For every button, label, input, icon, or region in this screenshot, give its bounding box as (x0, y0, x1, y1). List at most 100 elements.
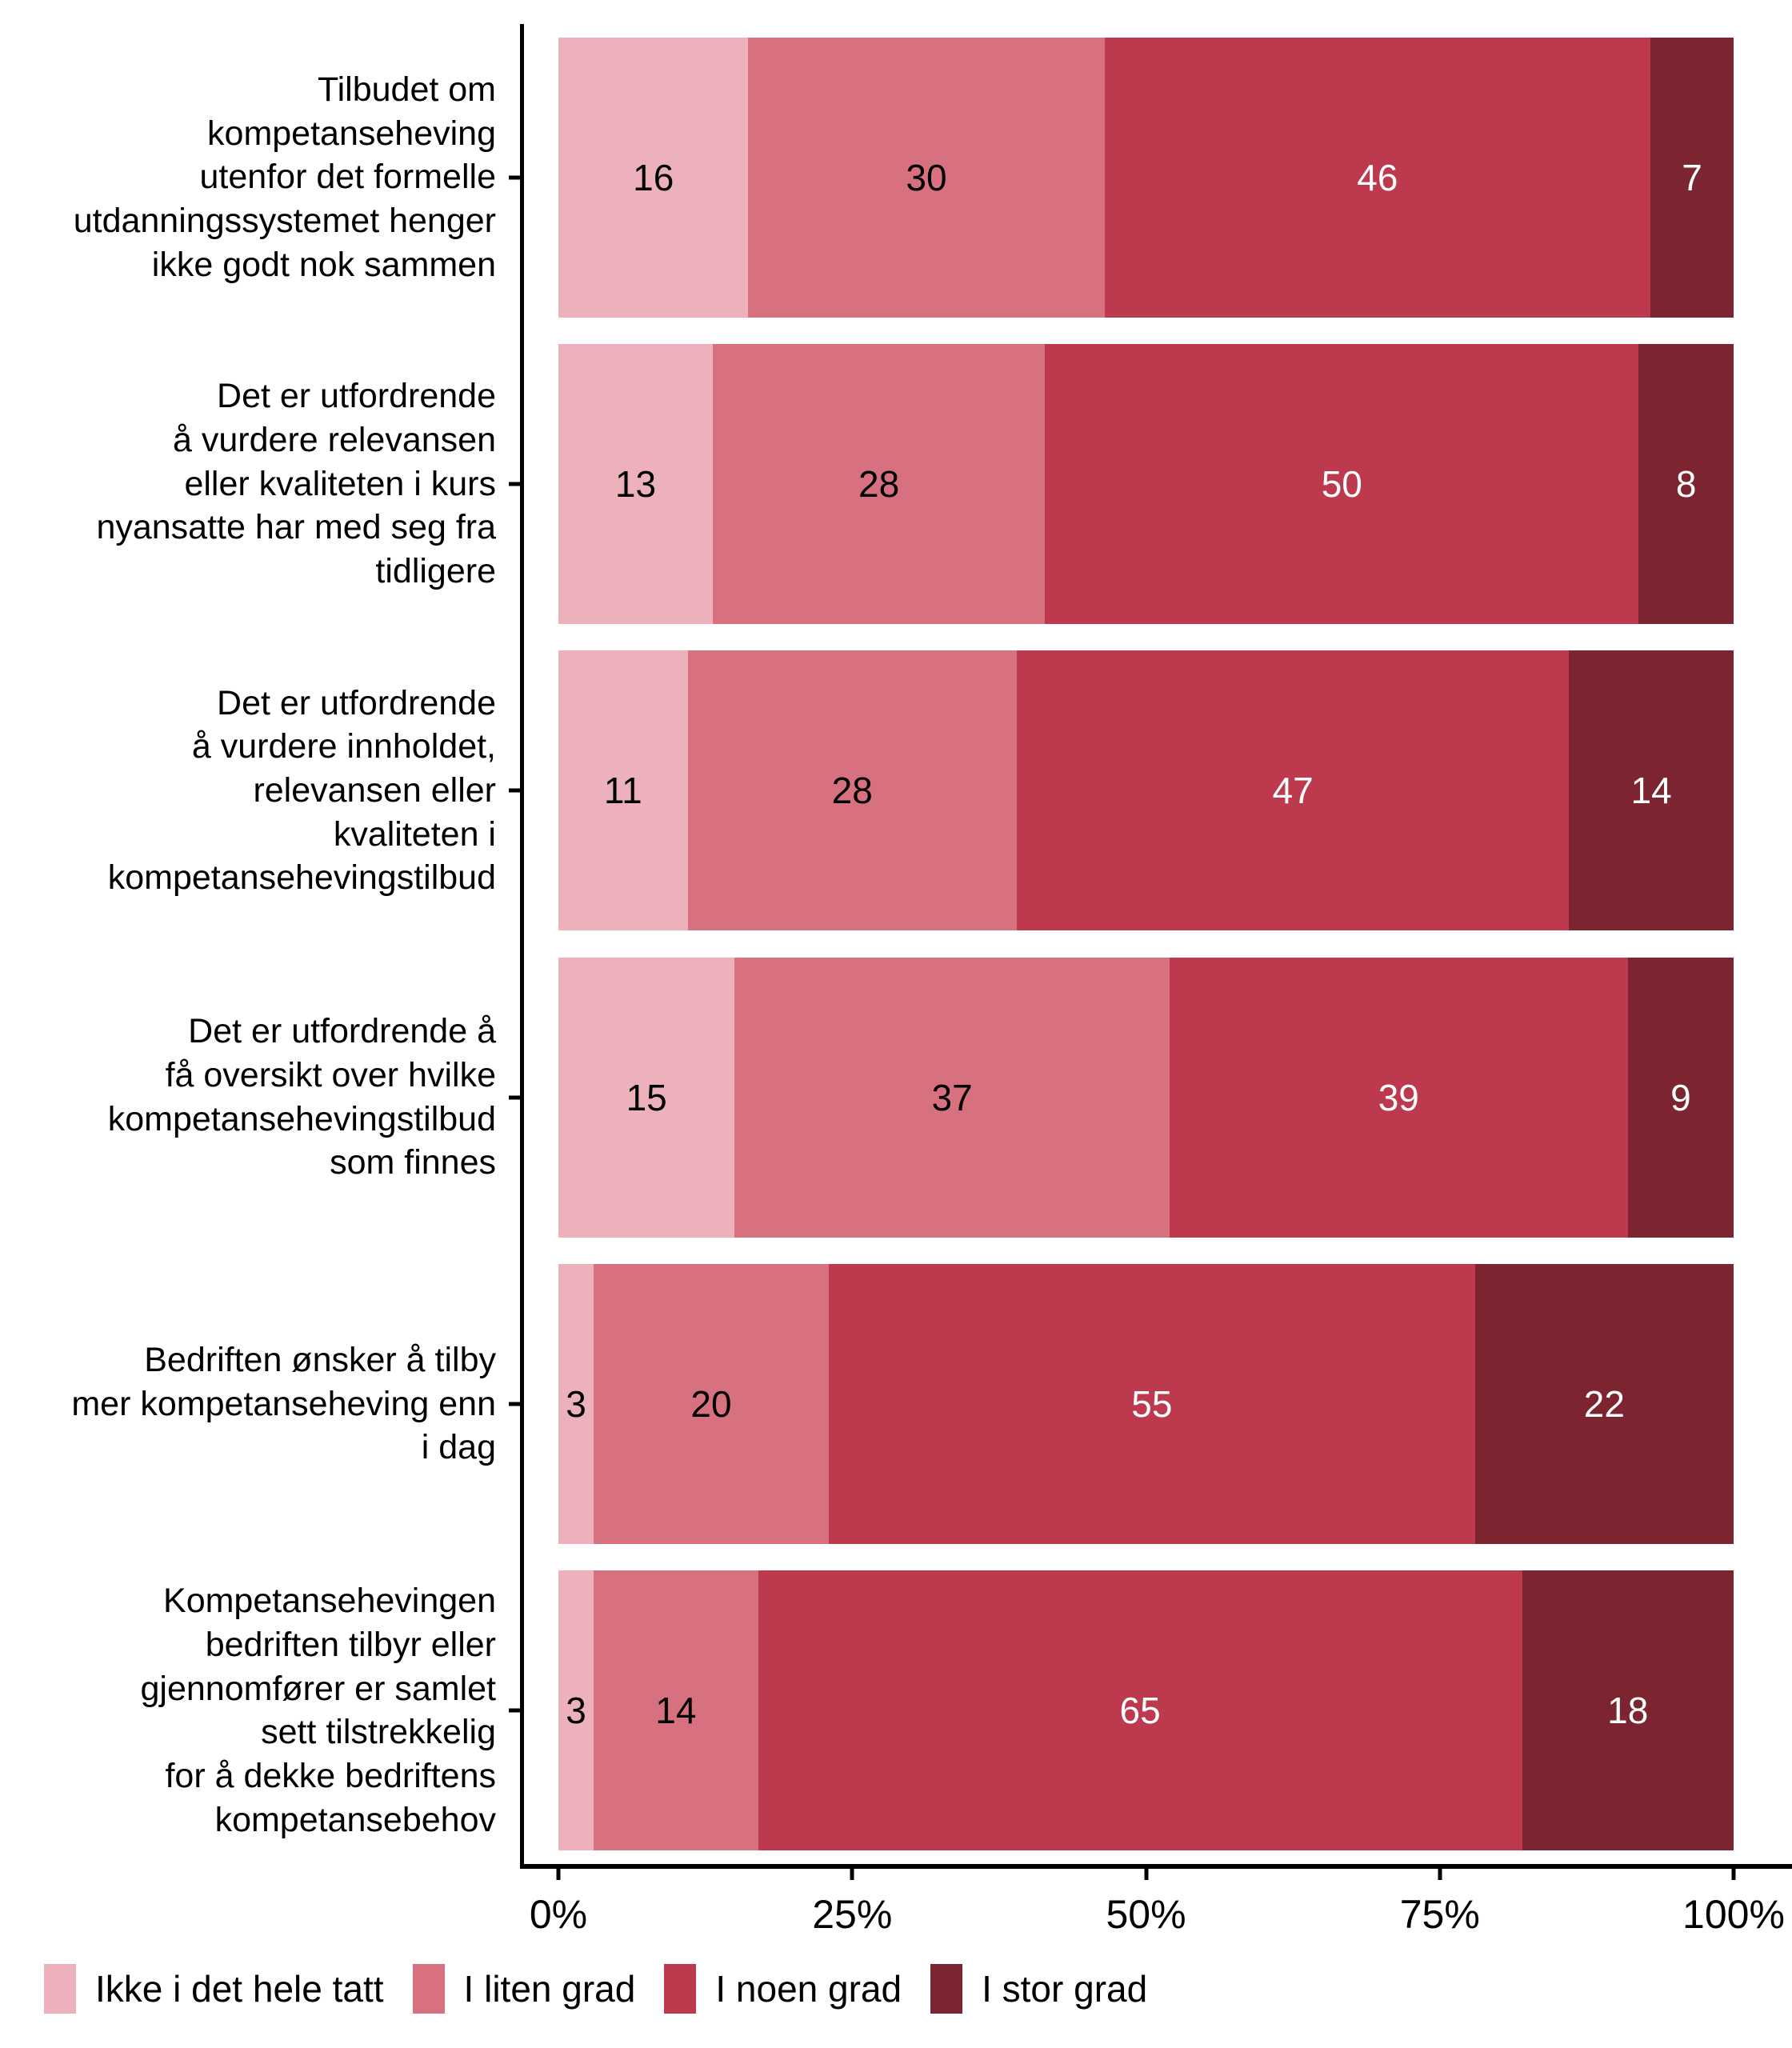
bar-track: 15 37 39 9 (520, 944, 1792, 1250)
x-axis-tick-label: 25% (812, 1892, 893, 1937)
bar-value-label: 46 (1357, 156, 1398, 198)
legend-swatch-i-stor-grad (930, 1964, 963, 2014)
legend-label: I noen grad (715, 1968, 902, 2010)
bar-value-label: 14 (655, 1690, 697, 1732)
bar-value-label: 65 (1119, 1690, 1161, 1732)
x-axis-tick-label: 50% (1106, 1892, 1186, 1937)
x-axis-tick (850, 1864, 854, 1880)
stacked-bar: 3 20 55 22 (558, 1263, 1734, 1544)
bar-segment-ikke-i-det-hele-tatt: 3 (558, 1570, 594, 1851)
bar-segment-i-noen-grad: 50 (1045, 343, 1639, 624)
x-axis-tick-label: 75% (1399, 1892, 1480, 1937)
legend-item-i-noen-grad: I noen grad (664, 1964, 902, 2014)
bar-value-label: 28 (831, 770, 873, 812)
legend-label: Ikke i det hele tatt (95, 1968, 384, 2010)
bar-segment-i-stor-grad: 14 (1569, 650, 1734, 931)
bar-segment-i-liten-grad: 28 (712, 343, 1046, 624)
stacked-bar: 3 14 65 18 (558, 1570, 1734, 1851)
bar-value-label: 50 (1321, 462, 1362, 505)
bar-value-label: 37 (931, 1076, 973, 1118)
bar-value-label: 18 (1607, 1690, 1649, 1732)
category-label: Det er utfordrende å vurdere innholdet, … (107, 683, 496, 898)
legend-item-i-liten-grad: I liten grad (412, 1964, 636, 2014)
legend: Ikke i det hele tatt I liten grad I noen g… (44, 1964, 1147, 2014)
legend-item-ikke-i-det-hele-tatt: Ikke i det hele tatt (44, 1964, 384, 2014)
bar-track: 3 14 65 18 (520, 1558, 1792, 1864)
bar-segment-ikke-i-det-hele-tatt: 3 (558, 1263, 594, 1544)
category-label: Det er utfordrende å få oversikt over hv… (107, 1012, 496, 1182)
bar-segment-ikke-i-det-hele-tatt: 11 (558, 650, 688, 931)
legend-swatch-i-noen-grad (664, 1964, 697, 2014)
stacked-bar: 11 28 47 14 (558, 650, 1734, 931)
bar-value-label: 22 (1583, 1382, 1625, 1425)
y-axis-tick (509, 1095, 520, 1100)
bar-segment-i-liten-grad: 14 (594, 1570, 758, 1851)
legend-label: I liten grad (463, 1968, 636, 2010)
bar-value-label: 47 (1272, 770, 1314, 812)
x-axis: 0% 25% 50% 75% 100% (520, 1864, 1792, 1976)
bar-value-label: 16 (633, 156, 674, 198)
bar-segment-i-noen-grad: 46 (1104, 37, 1651, 318)
y-axis-line (520, 24, 524, 1864)
bar-track: 16 30 46 7 (520, 24, 1792, 330)
bar-segment-i-stor-grad: 9 (1627, 957, 1734, 1238)
bar-value-label: 28 (858, 462, 900, 505)
bar-segment-i-noen-grad: 39 (1169, 957, 1628, 1238)
bar-segment-ikke-i-det-hele-tatt: 13 (558, 343, 713, 624)
bar-track: 13 28 50 8 (520, 330, 1792, 637)
x-axis-tick-label: 0% (529, 1892, 588, 1937)
bar-value-label: 55 (1131, 1382, 1173, 1425)
bar-segment-i-stor-grad: 22 (1474, 1263, 1734, 1544)
legend-swatch-i-liten-grad (412, 1964, 445, 2014)
rows: Tilbudet om kompetanseheving utenfor det… (0, 24, 1792, 1864)
bar-segment-i-liten-grad: 37 (734, 957, 1170, 1238)
bar-segment-ikke-i-det-hele-tatt: 15 (558, 957, 735, 1238)
stacked-bar: 15 37 39 9 (558, 957, 1734, 1238)
legend-item-i-stor-grad: I stor grad (930, 1964, 1147, 2014)
bar-value-label: 20 (690, 1382, 732, 1425)
bar-value-label: 39 (1378, 1076, 1419, 1118)
y-axis-tick (509, 175, 520, 180)
bar-value-label: 8 (1675, 462, 1697, 505)
bar-segment-i-liten-grad: 28 (687, 650, 1017, 931)
x-axis-tick (1731, 1864, 1736, 1880)
chart-row: Det er utfordrende å vurdere relevansen … (0, 330, 1792, 637)
x-axis-tick (1144, 1864, 1148, 1880)
category-label: Bedriften ønsker å tilby mer kompetanseh… (71, 1341, 496, 1467)
bar-value-label: 30 (906, 156, 947, 198)
bar-value-label: 9 (1670, 1076, 1691, 1118)
bar-segment-i-noen-grad: 47 (1016, 650, 1570, 931)
chart-row: Kompetansehevingen bedriften tilbyr elle… (0, 1558, 1792, 1864)
bar-segment-i-liten-grad: 30 (748, 37, 1105, 318)
chart-row: Det er utfordrende å vurdere innholdet, … (0, 638, 1792, 944)
y-axis-tick (509, 1402, 520, 1406)
bar-track: 3 20 55 22 (520, 1250, 1792, 1557)
bar-value-label: 3 (566, 1690, 586, 1732)
bar-track: 11 28 47 14 (520, 638, 1792, 944)
bar-value-label: 3 (566, 1382, 586, 1425)
stacked-bar: 16 30 46 7 (558, 37, 1734, 318)
bar-value-label: 11 (603, 770, 642, 812)
chart-row: Det er utfordrende å få oversikt over hv… (0, 944, 1792, 1250)
bar-segment-ikke-i-det-hele-tatt: 16 (558, 37, 749, 318)
bar-value-label: 13 (614, 462, 657, 505)
category-label: Tilbudet om kompetanseheving utenfor det… (73, 70, 496, 284)
bar-segment-i-noen-grad: 65 (758, 1570, 1522, 1851)
legend-swatch-ikke-i-det-hele-tatt (44, 1964, 76, 2014)
category-label: Kompetansehevingen bedriften tilbyr elle… (140, 1582, 497, 1839)
stacked-bar: 13 28 50 8 (558, 343, 1734, 624)
chart-row: Tilbudet om kompetanseheving utenfor det… (0, 24, 1792, 330)
category-label: Det er utfordrende å vurdere relevansen … (96, 377, 496, 590)
x-axis-tick-label: 100% (1682, 1892, 1785, 1937)
bar-segment-i-stor-grad: 7 (1650, 37, 1734, 318)
bar-value-label: 7 (1682, 156, 1702, 198)
y-axis-tick (509, 1708, 520, 1713)
bar-segment-i-stor-grad: 8 (1638, 343, 1734, 624)
x-axis-line (520, 1864, 1792, 1869)
x-axis-tick (1438, 1864, 1442, 1880)
bar-value-label: 14 (1630, 770, 1672, 812)
chart-row: Bedriften ønsker å tilby mer kompetanseh… (0, 1250, 1792, 1557)
x-axis-tick (556, 1864, 561, 1880)
bar-segment-i-noen-grad: 55 (828, 1263, 1475, 1544)
